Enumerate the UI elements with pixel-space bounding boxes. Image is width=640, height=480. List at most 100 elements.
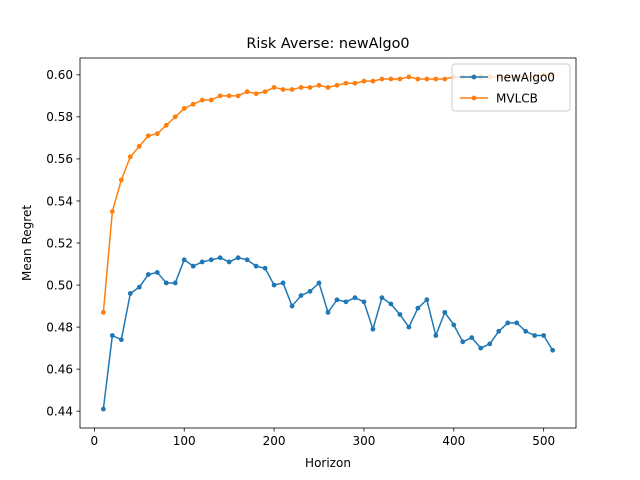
data-point — [172, 280, 178, 286]
data-point — [361, 299, 367, 305]
y-tick-label: 0.52 — [46, 236, 73, 250]
data-point — [235, 93, 241, 99]
data-point — [370, 78, 376, 84]
data-point — [325, 309, 331, 315]
data-point — [118, 337, 124, 343]
data-point — [109, 209, 115, 214]
y-tick-label: 0.56 — [46, 152, 73, 166]
data-point — [451, 322, 457, 328]
plot-area — [79, 57, 577, 429]
y-tick-label: 0.50 — [46, 278, 73, 292]
data-point — [532, 333, 538, 338]
data-point — [217, 93, 223, 99]
plot-frame — [79, 57, 577, 429]
data-point — [388, 76, 394, 82]
x-tick-label: 400 — [442, 434, 465, 448]
data-point — [226, 93, 232, 99]
data-point — [262, 265, 268, 271]
data-point — [226, 259, 232, 265]
data-point — [469, 335, 475, 340]
legend-label: newAlgo0 — [496, 70, 555, 84]
data-point — [406, 324, 412, 330]
data-point — [307, 85, 313, 90]
data-point — [379, 295, 385, 301]
x-tick-label: 300 — [352, 434, 375, 448]
legend-item-newAlgo0: newAlgo0 — [460, 70, 555, 84]
data-point — [316, 82, 322, 88]
x-tick-label: 0 — [91, 434, 99, 448]
data-point — [109, 333, 115, 338]
data-point — [280, 280, 286, 286]
x-tick-label: 100 — [173, 434, 196, 448]
x-tick-label: 200 — [263, 434, 286, 448]
data-point — [523, 328, 529, 334]
data-point — [127, 154, 133, 160]
data-point — [280, 87, 286, 92]
data-point — [514, 320, 520, 326]
data-point — [100, 406, 106, 412]
data-point — [541, 333, 547, 338]
data-point — [406, 74, 412, 80]
x-axis-label: Horizon — [305, 456, 351, 470]
data-point — [442, 76, 448, 82]
data-point — [136, 143, 142, 149]
legend-item-MVLCB: MVLCB — [460, 91, 538, 105]
data-point — [505, 320, 511, 326]
data-point — [208, 97, 214, 103]
data-point — [145, 272, 151, 277]
series-line-newAlgo0 — [102, 256, 554, 410]
data-point — [424, 297, 430, 303]
y-axis-label: Mean Regret — [20, 205, 34, 281]
data-point — [397, 76, 403, 82]
data-point — [217, 255, 223, 261]
x-axis: 0 100 200 300 400 500 — [91, 428, 555, 448]
y-tick-label: 0.44 — [46, 404, 73, 418]
data-point — [460, 339, 466, 345]
data-point — [442, 309, 448, 315]
data-point — [352, 80, 358, 86]
data-point — [244, 257, 250, 263]
data-point — [190, 101, 196, 107]
data-point — [343, 80, 349, 86]
data-point — [262, 89, 268, 95]
data-point — [253, 263, 259, 269]
data-point — [298, 85, 304, 90]
data-point — [154, 131, 160, 137]
data-point — [208, 257, 214, 263]
data-point — [181, 106, 187, 111]
data-point — [190, 263, 196, 269]
data-point — [478, 345, 484, 351]
data-point — [433, 76, 439, 82]
data-point — [379, 76, 385, 82]
data-point — [415, 76, 421, 82]
data-point — [271, 85, 277, 90]
y-axis: 0.44 0.46 0.48 0.50 0.52 0.54 0.56 0.58 0.60 — [46, 68, 80, 418]
data-point — [289, 303, 295, 309]
data-point — [244, 89, 250, 95]
data-point — [127, 291, 133, 296]
legend-marker — [471, 95, 477, 101]
data-point — [181, 257, 187, 263]
y-tick-label: 0.58 — [46, 110, 73, 124]
data-point — [325, 85, 331, 90]
data-point — [163, 280, 169, 286]
data-point — [487, 341, 493, 347]
data-point — [199, 97, 205, 103]
data-point — [235, 255, 241, 261]
chart-title: Risk Averse: newAlgo0 — [246, 36, 409, 52]
data-point — [271, 282, 277, 288]
data-point — [307, 288, 313, 294]
y-tick-label: 0.48 — [46, 320, 73, 334]
legend-box — [451, 63, 571, 112]
data-point — [370, 326, 376, 332]
data-point — [424, 76, 430, 82]
data-point — [550, 347, 556, 353]
data-point — [388, 301, 394, 307]
data-point — [361, 78, 367, 84]
data-point — [334, 82, 340, 88]
data-point — [316, 280, 322, 286]
data-point — [433, 333, 439, 338]
y-tick-label: 0.60 — [46, 68, 73, 82]
data-point — [298, 293, 304, 298]
